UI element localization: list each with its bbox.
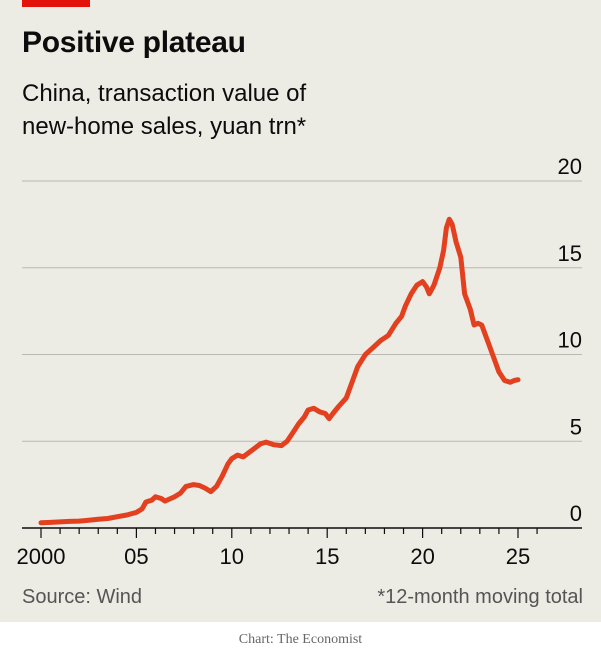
y-tick-label: 10 — [558, 328, 582, 353]
x-tick-label: 20 — [410, 544, 434, 569]
chart-subtitle-line-2: new-home sales, yuan trn* — [22, 113, 307, 140]
chart-subtitle: China, transaction value of new-home sal… — [22, 77, 362, 143]
grid-lines — [22, 180, 582, 442]
x-tick-label: 25 — [506, 544, 530, 569]
chart-subtitle-line-1: China, transaction value of — [22, 80, 307, 107]
chart-card: Positive plateau China, transaction valu… — [0, 0, 601, 622]
brand-red-tag — [22, 0, 90, 7]
y-tick-label: 0 — [570, 501, 582, 526]
x-tick-label: 15 — [315, 544, 339, 569]
y-tick-label: 5 — [570, 414, 582, 439]
x-tick-label: 05 — [124, 544, 148, 569]
chart-title: Positive plateau — [22, 26, 246, 59]
y-tick-label: 15 — [558, 241, 582, 266]
x-tick-label: 10 — [220, 544, 244, 569]
series-layer — [38, 216, 521, 526]
x-axis: 2000 05 10 15 20 25 — [17, 527, 582, 569]
footnote: *12-month moving total — [377, 586, 583, 608]
source-note: Source: Wind — [22, 586, 143, 608]
y-tick-labels: 0 5 10 15 20 — [558, 154, 582, 526]
x-tick-label: 2000 — [17, 544, 66, 569]
chart-credit: Chart: The Economist — [238, 632, 363, 647]
y-tick-label: 20 — [558, 154, 582, 179]
series-line — [38, 216, 521, 526]
